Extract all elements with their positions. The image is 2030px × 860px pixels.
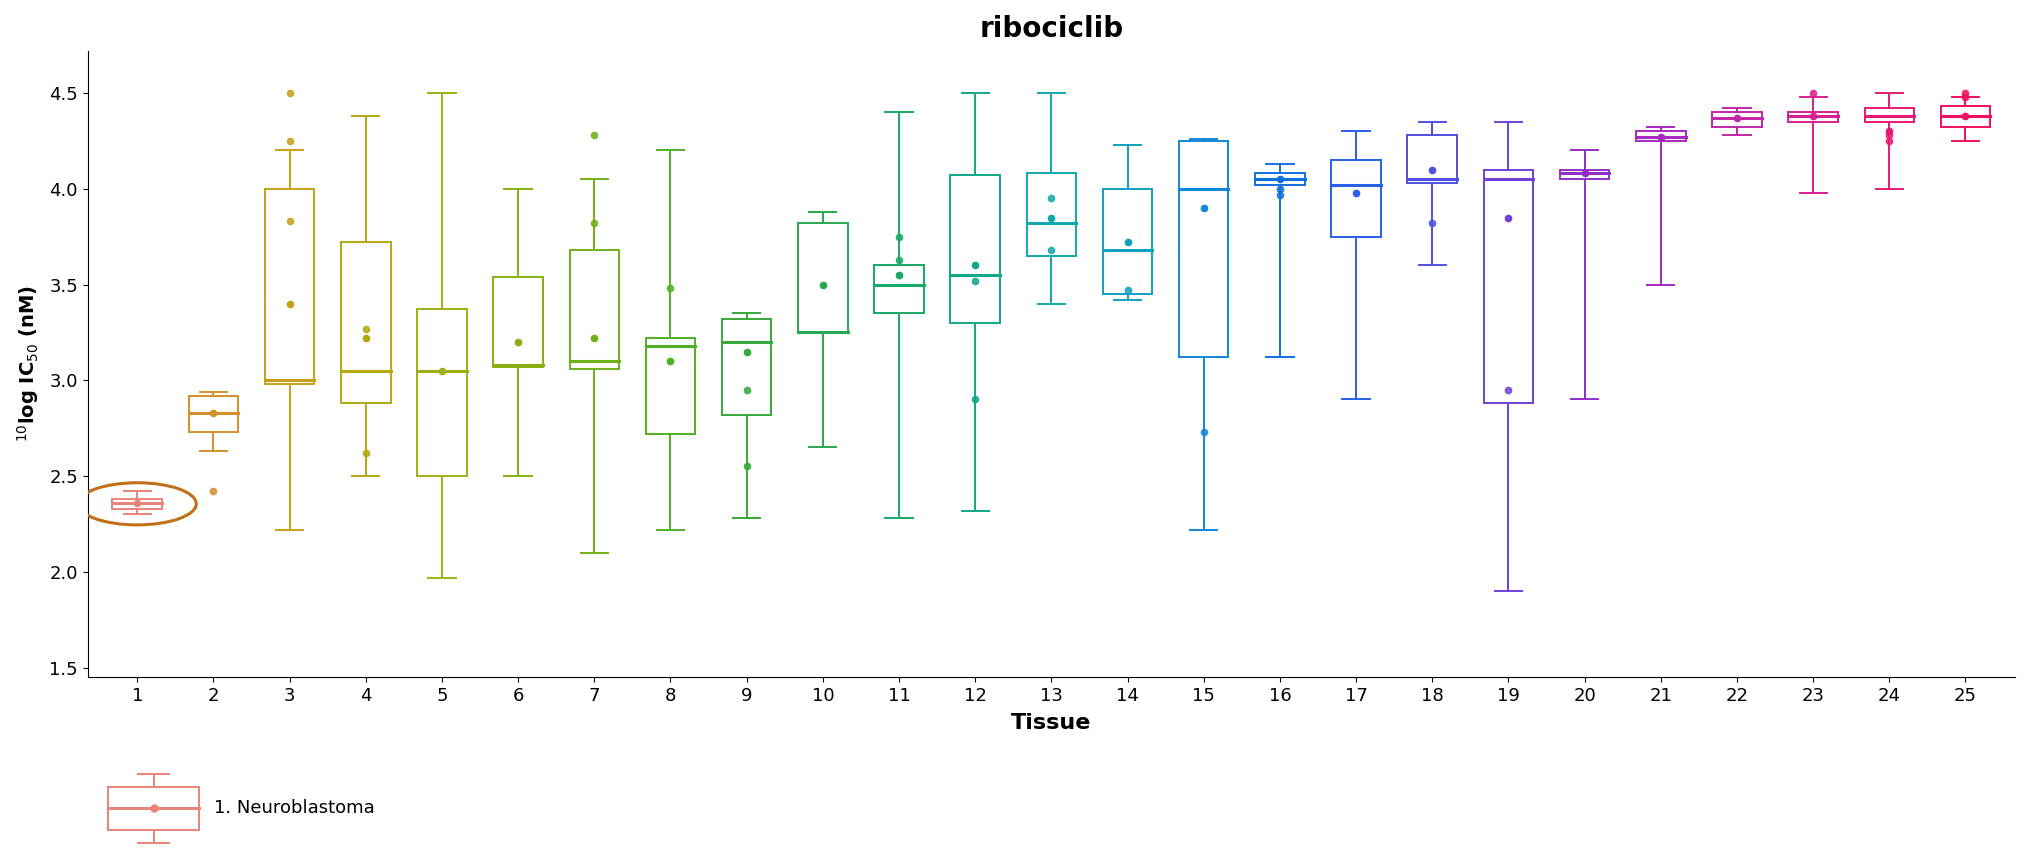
Bar <box>1788 112 1837 122</box>
Bar <box>798 224 849 333</box>
Bar <box>1559 169 1610 179</box>
Bar <box>723 319 771 415</box>
Bar <box>112 499 162 508</box>
Bar <box>108 787 199 830</box>
Bar <box>950 175 1001 322</box>
Bar <box>1255 174 1305 185</box>
Bar <box>1027 174 1076 255</box>
Title: ribociclib: ribociclib <box>978 15 1123 43</box>
Bar <box>264 189 315 384</box>
Bar <box>1484 169 1533 403</box>
Y-axis label: $^{10}$log IC$_{50}$ (nM): $^{10}$log IC$_{50}$ (nM) <box>14 286 41 442</box>
Bar <box>1407 135 1458 183</box>
Bar <box>1864 108 1914 122</box>
X-axis label: Tissue: Tissue <box>1011 713 1092 734</box>
Bar <box>1636 132 1685 141</box>
Bar <box>1941 107 1989 127</box>
Bar <box>646 338 694 434</box>
Bar <box>418 310 467 476</box>
Bar <box>341 243 390 403</box>
Text: 1. Neuroblastoma: 1. Neuroblastoma <box>213 800 374 817</box>
Bar <box>1711 112 1762 127</box>
Bar <box>1179 141 1228 357</box>
Bar <box>1332 160 1380 237</box>
Bar <box>875 266 924 313</box>
Bar <box>493 277 542 367</box>
Bar <box>1102 189 1153 294</box>
Bar <box>189 396 238 432</box>
Bar <box>570 250 619 369</box>
